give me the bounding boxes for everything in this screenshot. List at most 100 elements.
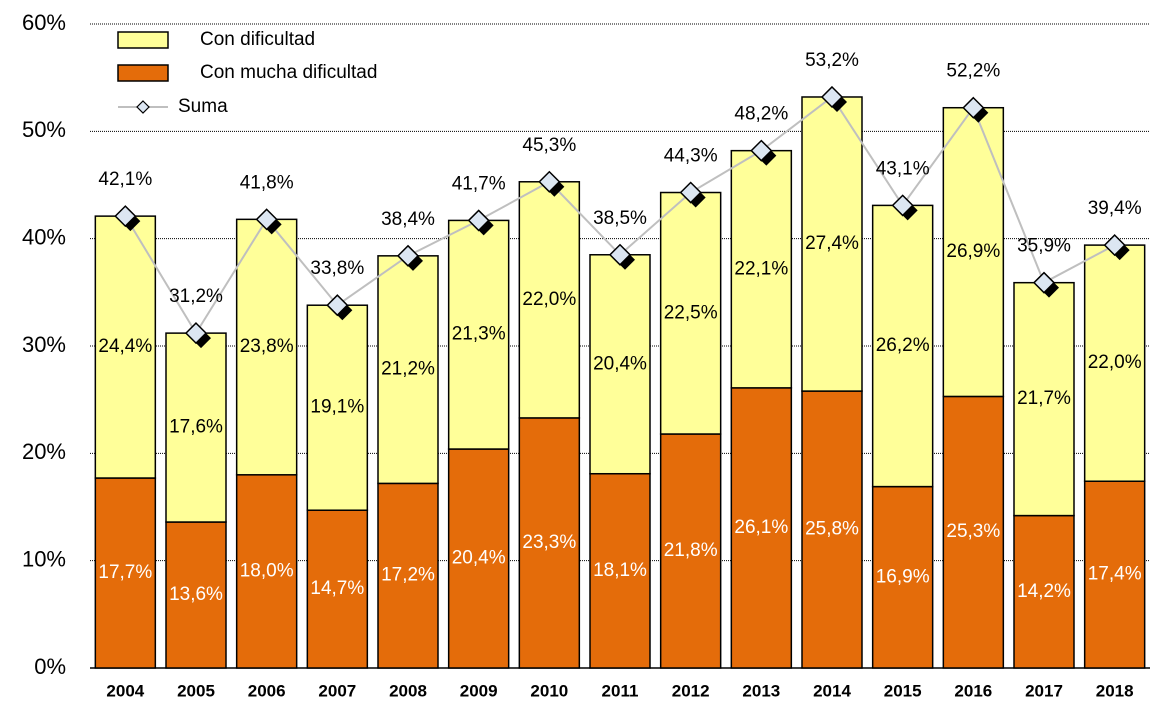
- x-tick-label: 2011: [602, 681, 639, 700]
- bar-segment: [235, 474, 298, 669]
- marker: [326, 294, 349, 317]
- bar-segment: [1083, 244, 1146, 482]
- y-tick-label: 30%: [22, 332, 66, 357]
- data-label: 24,4%: [98, 336, 152, 357]
- y-tick-label: 10%: [22, 546, 66, 571]
- y-tick-label: 40%: [22, 224, 66, 249]
- legend-label: Con dificultad: [200, 29, 315, 50]
- bar-segment: [306, 304, 369, 511]
- data-label: 13,6%: [169, 584, 223, 605]
- x-tick-label: 2018: [1096, 681, 1134, 700]
- data-label: 20,4%: [593, 353, 647, 374]
- bar-segment: [447, 219, 510, 450]
- data-label: 17,7%: [98, 562, 152, 583]
- bar-segment: [1013, 281, 1075, 517]
- x-tick-label: 2012: [672, 681, 710, 700]
- marker: [820, 85, 844, 109]
- bar-segment: [447, 448, 510, 669]
- x-tick-label: 2015: [884, 681, 922, 700]
- data-label: 53,2%: [805, 50, 859, 71]
- x-tick-label: 2004: [106, 681, 144, 700]
- bar-segment: [801, 390, 863, 669]
- data-label: 38,5%: [593, 208, 647, 229]
- data-label: 19,1%: [310, 397, 364, 418]
- data-label: 22,1%: [734, 258, 788, 279]
- x-tick-label: 2010: [530, 681, 568, 700]
- data-label: 17,4%: [1088, 564, 1142, 585]
- marker: [679, 181, 702, 204]
- data-label: 41,7%: [452, 173, 506, 194]
- data-label: 21,7%: [1017, 388, 1071, 409]
- data-label: 17,6%: [169, 417, 223, 438]
- x-tick-label: 2008: [389, 681, 427, 700]
- marker: [891, 194, 914, 217]
- bar-segment: [871, 204, 934, 488]
- bar-segment: [165, 332, 227, 523]
- data-label: 44,3%: [664, 146, 718, 167]
- legend-marker: [136, 100, 150, 114]
- bar-segment: [235, 218, 298, 476]
- marker: [114, 205, 137, 228]
- x-tick-label: 2005: [177, 681, 215, 700]
- marker: [962, 96, 985, 119]
- data-label: 25,3%: [946, 521, 1000, 542]
- x-tick-label: 2009: [460, 681, 498, 700]
- data-label: 33,8%: [310, 258, 364, 279]
- data-label: 23,3%: [522, 532, 576, 553]
- bar-segment: [659, 191, 722, 435]
- bar-segment: [518, 181, 581, 419]
- bar-segment: [377, 255, 439, 485]
- x-tick-label: 2013: [742, 681, 780, 700]
- data-label: 21,2%: [381, 359, 435, 380]
- bar-segment: [518, 417, 581, 669]
- data-label: 39,4%: [1088, 198, 1142, 219]
- marker: [396, 244, 420, 267]
- data-label: 26,1%: [734, 517, 788, 538]
- marker: [538, 170, 561, 193]
- bar-segment: [377, 482, 439, 669]
- bar-segment: [659, 433, 722, 669]
- data-label: 45,3%: [522, 135, 576, 156]
- data-label: 52,2%: [946, 61, 1000, 82]
- legend-label: Suma: [178, 96, 228, 117]
- data-label: 48,2%: [734, 104, 788, 125]
- marker: [255, 208, 278, 231]
- x-tick-label: 2016: [954, 681, 992, 700]
- data-label: 22,0%: [1088, 352, 1142, 373]
- data-label: 21,3%: [452, 324, 506, 345]
- x-tick-label: 2014: [813, 681, 851, 700]
- bar-segment: [1013, 514, 1075, 669]
- data-label: 27,4%: [805, 233, 859, 254]
- bar-segment: [165, 521, 227, 669]
- y-tick-label: 20%: [22, 439, 66, 464]
- legend-swatch: [117, 31, 169, 49]
- data-label: 22,0%: [522, 289, 576, 310]
- marker: [750, 139, 773, 162]
- legend-swatch: [117, 64, 169, 82]
- data-label: 14,7%: [310, 578, 364, 599]
- data-label: 25,8%: [805, 519, 859, 540]
- data-label: 43,1%: [876, 158, 930, 179]
- marker: [608, 243, 632, 266]
- y-tick-label: 50%: [22, 117, 66, 142]
- data-label: 23,8%: [240, 336, 294, 357]
- data-label: 31,2%: [169, 286, 223, 307]
- data-label: 26,2%: [876, 335, 930, 356]
- bar-segment: [306, 509, 369, 669]
- data-label: 38,4%: [381, 209, 435, 230]
- data-label: 17,2%: [381, 565, 435, 586]
- data-label: 26,9%: [946, 241, 1000, 262]
- x-tick-label: 2007: [318, 681, 356, 700]
- bar-segment: [94, 477, 157, 669]
- data-label: 18,1%: [593, 560, 647, 581]
- data-label: 20,4%: [452, 548, 506, 569]
- bar-segment: [1083, 480, 1146, 669]
- data-label: 42,1%: [98, 169, 152, 190]
- data-label: 41,8%: [240, 172, 294, 193]
- data-label: 22,5%: [664, 302, 718, 323]
- data-label: 14,2%: [1017, 581, 1071, 602]
- x-tick-label: 2017: [1025, 681, 1063, 700]
- y-tick-label: 0%: [34, 654, 66, 679]
- data-label: 16,9%: [876, 566, 930, 587]
